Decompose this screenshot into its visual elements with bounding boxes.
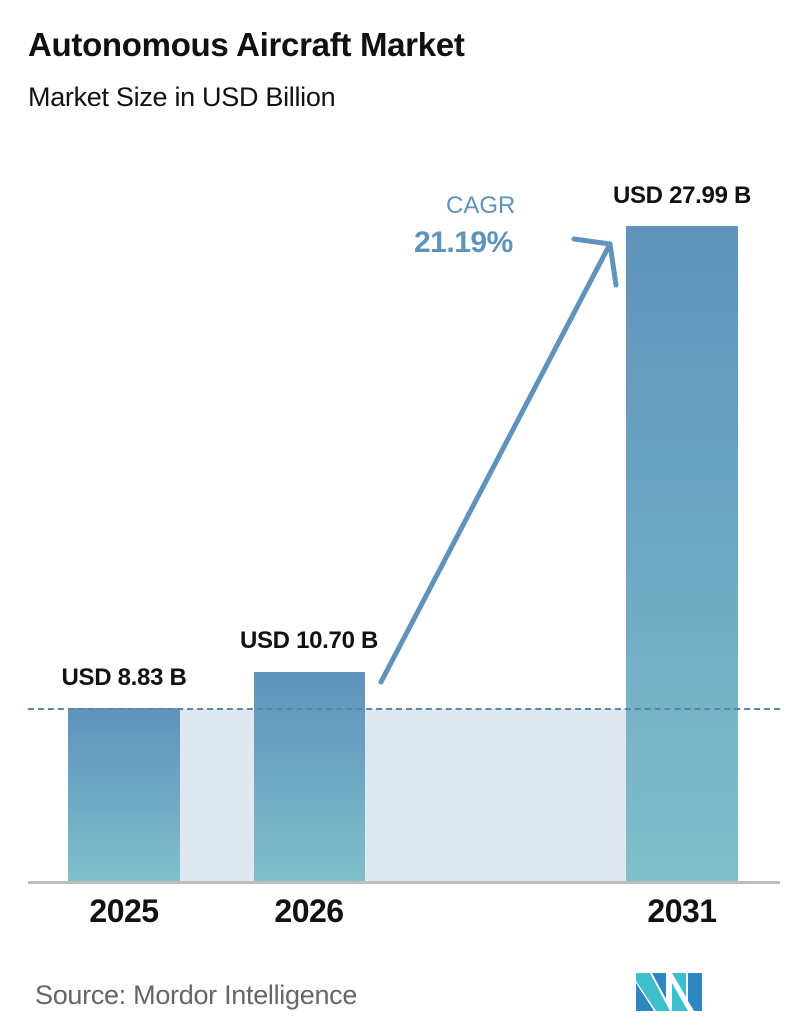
bar-2031 [626,226,738,882]
x-axis-line [28,881,780,884]
x-tick-2031: 2031 [647,893,717,929]
value-label-2026: USD 10.70 B [239,627,379,654]
value-label-2031: USD 27.99 B [612,182,752,209]
chart-title: Autonomous Aircraft Market [28,26,465,63]
cagr-value: 21.19% [414,226,513,259]
bar-2026 [254,672,365,882]
chart-subtitle: Market Size in USD Billion [28,82,336,112]
cagr-label: CAGR [446,192,516,219]
x-tick-2026: 2026 [274,893,344,929]
mordor-intelligence-logo-icon [636,973,702,1011]
reference-dashed-line [28,708,780,710]
x-tick-2025: 2025 [89,893,159,929]
value-label-2025: USD 8.83 B [61,664,187,691]
source-text: Source: Mordor Intelligence [35,980,358,1010]
bar-2025 [68,708,180,882]
